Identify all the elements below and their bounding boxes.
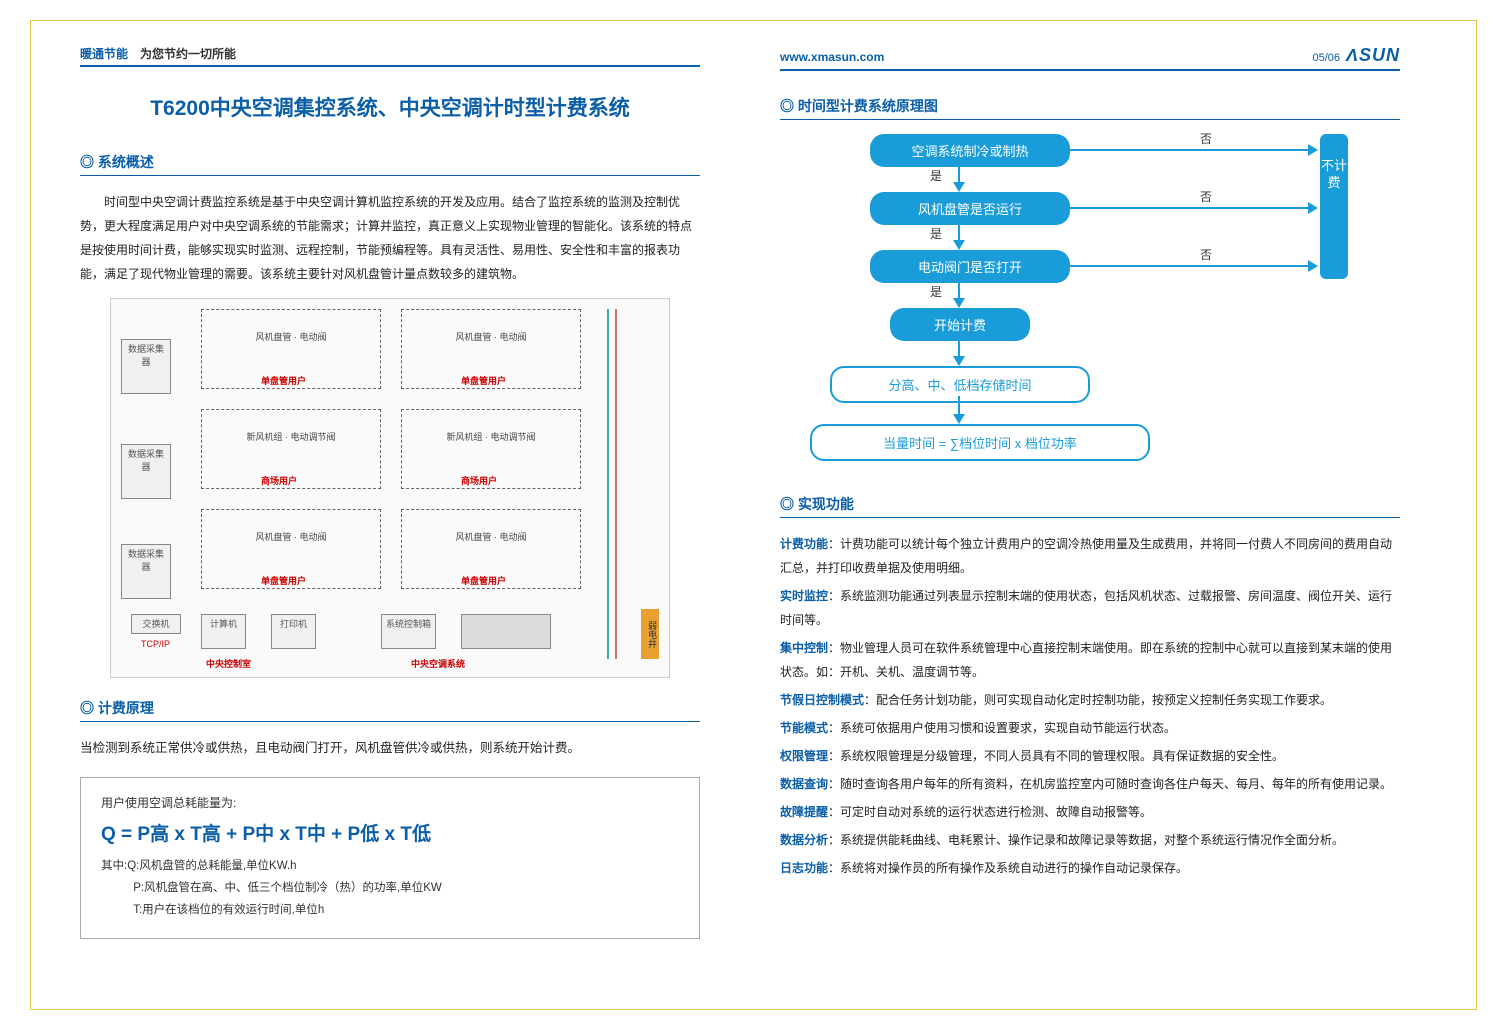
tagline: 为您节约一切所能	[140, 45, 236, 62]
flow-node-n1: 空调系统制冷或制热	[870, 134, 1070, 167]
pc-box: 计算机	[201, 614, 246, 649]
no-label: 否	[1200, 130, 1212, 147]
logo: ΛSUN	[1346, 45, 1400, 66]
section-billing: 计费原理	[80, 698, 700, 722]
feature-line: 权限管理：系统权限管理是分级管理，不同人员具有不同的管理权限。具有保证数据的安全…	[780, 744, 1400, 768]
feature-label: 故障提醒	[780, 805, 828, 819]
printer-box: 打印机	[271, 614, 316, 649]
flow-node-n5: 分高、中、低档存储时间	[830, 366, 1090, 403]
feature-label: 数据分析	[780, 833, 828, 847]
feature-line: 数据分析：系统提供能耗曲线、电耗累计、操作记录和故障记录等数据，对整个系统运行情…	[780, 828, 1400, 852]
feature-label: 节能模式	[780, 721, 828, 735]
yes-label: 是	[930, 283, 942, 300]
no-label: 否	[1200, 246, 1212, 263]
flowchart: 空调系统制冷或制热是否风机盘管是否运行是否电动阀门是否打开是否开始计费分高、中、…	[780, 134, 1400, 464]
feature-desc: ：系统将对操作员的所有操作及系统自动进行的操作自动记录保存。	[828, 861, 1188, 875]
supply-line	[607, 309, 609, 659]
system-diagram: 数据采集器 风机盘管 · 电动阀 风机盘管 · 电动阀 单盘管用户 单盘管用户 …	[110, 298, 670, 678]
feature-label: 数据查询	[780, 777, 828, 791]
no-label: 否	[1200, 188, 1212, 205]
flow-node-n6: 当量时间 = ∑档位时间 x 档位功率	[810, 424, 1150, 461]
yes-label: 是	[930, 225, 942, 242]
billing-text: 当检测到系统正常供冷或供热，且电动阀门打开，风机盘管供冷或供热，则系统开始计费。	[80, 736, 700, 761]
hvac-box	[461, 614, 551, 649]
left-header: 暖通节能 为您节约一切所能	[80, 45, 700, 67]
feature-desc: ：系统提供能耗曲线、电耗累计、操作记录和故障记录等数据，对整个系统运行情况作全面…	[828, 833, 1344, 847]
feature-desc: ：物业管理人员可在软件系统管理中心直接控制末端使用。即在系统的控制中心就可以直接…	[780, 641, 1392, 679]
feature-desc: ：可定时自动对系统的运行状态进行检测、故障自动报警等。	[828, 805, 1152, 819]
feature-line: 日志功能：系统将对操作员的所有操作及系统自动进行的操作自动记录保存。	[780, 856, 1400, 880]
formula-intro: 用户使用空调总耗能量为:	[101, 794, 679, 811]
feature-line: 节能模式：系统可依据用户使用习惯和设置要求，实现自动节能运行状态。	[780, 716, 1400, 740]
feature-label: 权限管理	[780, 749, 828, 763]
feature-line: 计费功能：计费功能可以统计每个独立计费用户的空调冷热使用量及生成费用，并将同一付…	[780, 532, 1400, 580]
header-url: www.xmasun.com	[780, 50, 884, 64]
collector-box-2: 数据采集器	[121, 444, 171, 499]
feature-desc: ：配合任务计划功能，则可实现自动化定时控制功能，按预定义控制任务实现工作要求。	[864, 693, 1332, 707]
collector-box-3: 数据采集器	[121, 544, 171, 599]
sysctrl-box: 系统控制箱	[381, 614, 436, 649]
feature-line: 数据查询：随时查询各用户每年的所有资料，在机房监控室内可随时查询各住户每天、每月…	[780, 772, 1400, 796]
feature-desc: ：随时查询各用户每年的所有资料，在机房监控室内可随时查询各住户每天、每月、每年的…	[828, 777, 1392, 791]
brand-label: 暖通节能	[80, 45, 128, 62]
feature-desc: ：系统监测功能通过列表显示控制末端的使用状态，包括风机状态、过载报警、房间温度、…	[780, 589, 1392, 627]
collector-box: 数据采集器	[121, 339, 171, 394]
feature-label: 节假日控制模式	[780, 693, 864, 707]
right-header: www.xmasun.com 05/06 ΛSUN	[780, 45, 1400, 71]
switch-box: 交换机	[131, 614, 181, 634]
section-features: 实现功能	[780, 494, 1400, 518]
formula-legend-p: P:风机盘管在高、中、低三个档位制冷（热）的功率,单位KW	[101, 878, 679, 900]
features-list: 计费功能：计费功能可以统计每个独立计费用户的空调冷热使用量及生成费用，并将同一付…	[780, 532, 1400, 880]
right-page: www.xmasun.com 05/06 ΛSUN 时间型计费系统原理图 空调系…	[780, 45, 1400, 884]
flow-node-n3: 电动阀门是否打开	[870, 250, 1070, 283]
feature-line: 节假日控制模式：配合任务计划功能，则可实现自动化定时控制功能，按预定义控制任务实…	[780, 688, 1400, 712]
overview-text: 时间型中央空调计费监控系统是基于中央空调计算机监控系统的开发及应用。结合了监控系…	[80, 190, 700, 286]
page-number: 05/06	[1312, 52, 1340, 64]
formula-equation: Q = P高 x T高 + P中 x T中 + P低 x T低	[101, 819, 679, 846]
flow-node-n4: 开始计费	[890, 308, 1030, 341]
formula-legend-q: 其中:Q:风机盘管的总耗能量,单位KW.h	[101, 856, 679, 878]
formula-box: 用户使用空调总耗能量为: Q = P高 x T高 + P中 x T中 + P低 …	[80, 777, 700, 939]
feature-desc: ：计费功能可以统计每个独立计费用户的空调冷热使用量及生成费用，并将同一付费人不同…	[780, 537, 1392, 575]
flow-side-box: 不计费	[1320, 134, 1348, 279]
return-line	[615, 309, 617, 659]
page-title: T6200中央空调集控系统、中央空调计时型计费系统	[80, 92, 700, 122]
flow-node-n2: 风机盘管是否运行	[870, 192, 1070, 225]
feature-label: 集中控制	[780, 641, 828, 655]
left-page: 暖通节能 为您节约一切所能 T6200中央空调集控系统、中央空调计时型计费系统 …	[80, 45, 700, 939]
feature-desc: ：系统权限管理是分级管理，不同人员具有不同的管理权限。具有保证数据的安全性。	[828, 749, 1284, 763]
feature-desc: ：系统可依据用户使用习惯和设置要求，实现自动节能运行状态。	[828, 721, 1176, 735]
feature-line: 故障提醒：可定时自动对系统的运行状态进行检测、故障自动报警等。	[780, 800, 1400, 824]
section-overview: 系统概述	[80, 152, 700, 176]
yes-label: 是	[930, 167, 942, 184]
feature-line: 集中控制：物业管理人员可在软件系统管理中心直接控制末端使用。即在系统的控制中心就…	[780, 636, 1400, 684]
feature-label: 实时监控	[780, 589, 828, 603]
formula-legend-t: T:用户在该档位的有效运行时间,单位h	[101, 900, 679, 922]
feature-line: 实时监控：系统监测功能通过列表显示控制末端的使用状态，包括风机状态、过载报警、房…	[780, 584, 1400, 632]
feature-label: 计费功能	[780, 537, 828, 551]
section-flow: 时间型计费系统原理图	[780, 96, 1400, 120]
feature-label: 日志功能	[780, 861, 828, 875]
